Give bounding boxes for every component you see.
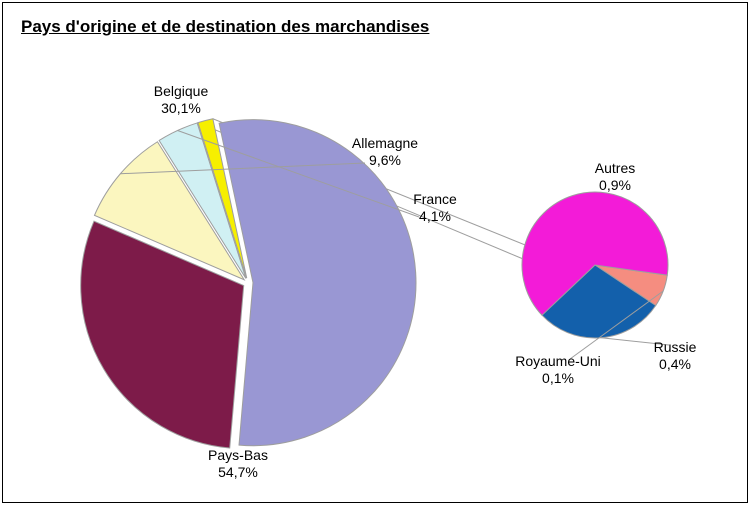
label-france: France 4,1% xyxy=(375,191,495,225)
label-text: Pays-Bas xyxy=(178,447,298,464)
label-text: Autres xyxy=(555,160,675,177)
label-pct: 9,6% xyxy=(325,152,445,169)
label-text: Allemagne xyxy=(325,135,445,152)
label-pct: 0,9% xyxy=(555,177,675,194)
label-russie: Russie 0,4% xyxy=(615,339,735,373)
label-royaume-uni: Royaume-Uni 0,1% xyxy=(498,353,618,387)
label-text: Russie xyxy=(615,339,735,356)
pie-chart-svg xyxy=(3,3,749,504)
label-belgique: Belgique 30,1% xyxy=(121,83,241,117)
label-autres: Autres 0,9% xyxy=(555,160,675,194)
chart-frame: Pays d'origine et de destination des mar… xyxy=(2,2,748,503)
label-pct: 0,4% xyxy=(615,356,735,373)
label-pays-bas: Pays-Bas 54,7% xyxy=(178,447,298,481)
label-pct: 54,7% xyxy=(178,464,298,481)
label-pct: 30,1% xyxy=(121,100,241,117)
label-pct: 4,1% xyxy=(375,208,495,225)
label-pct: 0,1% xyxy=(498,370,618,387)
label-allemagne: Allemagne 9,6% xyxy=(325,135,445,169)
label-text: France xyxy=(375,191,495,208)
label-text: Royaume-Uni xyxy=(498,353,618,370)
secondary-pie xyxy=(522,192,668,338)
label-text: Belgique xyxy=(121,83,241,100)
